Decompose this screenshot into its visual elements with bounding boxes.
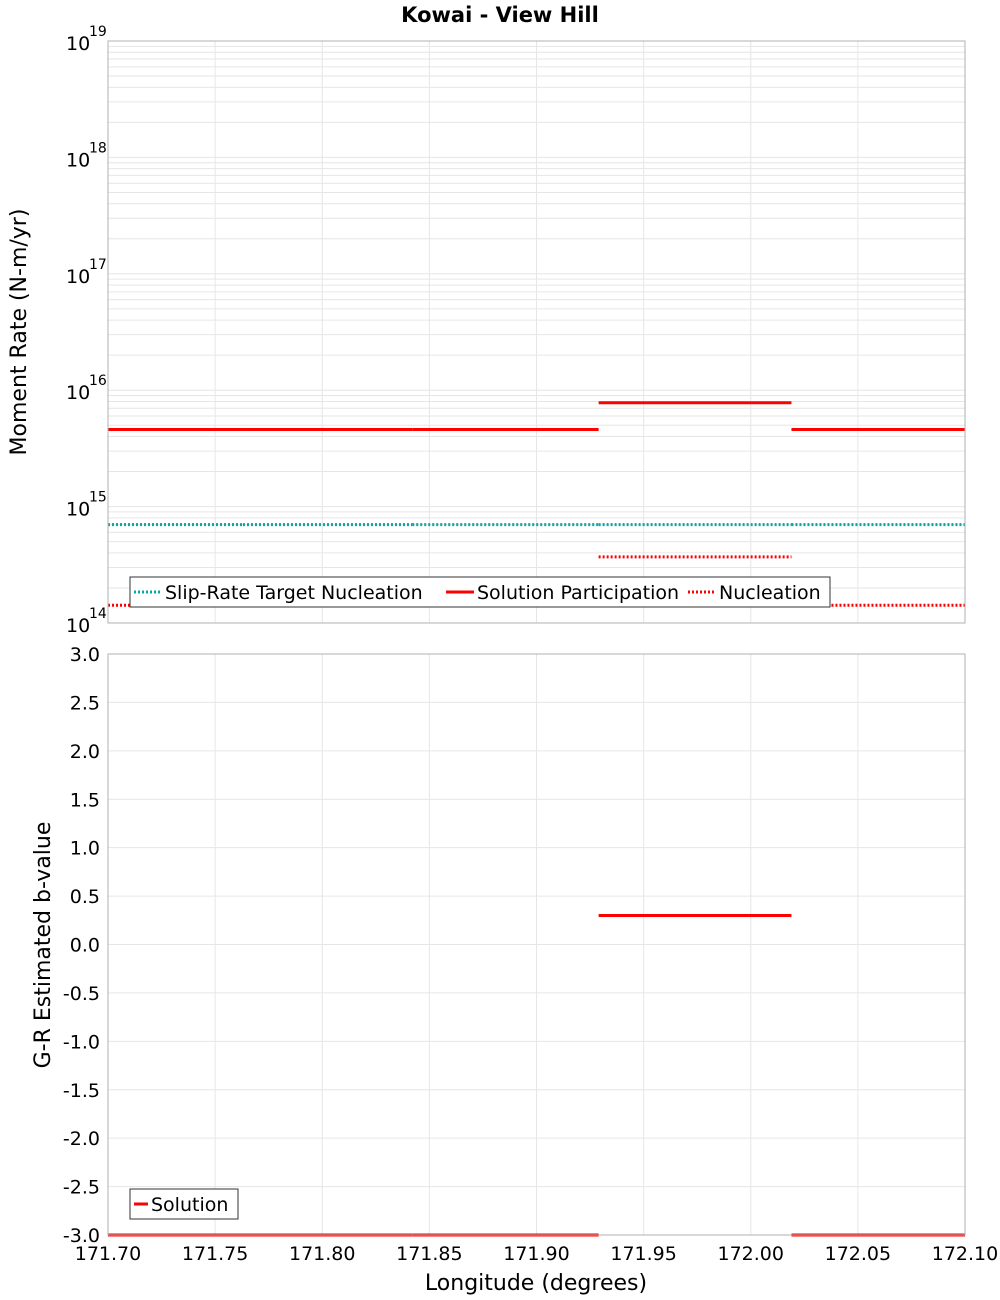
bottom-legend: Solution [129,1188,239,1220]
bottom-y-tick-label: 0.5 [70,886,100,908]
svg-text:Nucleation: Nucleation [719,582,821,604]
legend-item: Solution [134,1194,228,1216]
svg-text:10: 10 [66,615,90,637]
bottom-y-tick-label: 2.5 [70,692,100,714]
svg-text:15: 15 [89,490,107,506]
legend-item: Slip-Rate Target Nucleation [134,582,423,604]
top-grid [107,41,966,624]
bottom-y-tick-label: -1.5 [63,1080,100,1102]
top-y-axis-label: Moment Rate (N-m/yr) [7,209,32,456]
x-tick-label: 171.95 [610,1243,676,1265]
bottom-y-ticks: 3.0 2.5 2.0 1.5 1.0 0.5 0.0 -0.5 -1.0 -1.5 -2.0 -2.… [63,644,100,1247]
bottom-y-tick-label: -3.0 [63,1225,100,1247]
svg-text:14: 14 [89,606,107,622]
bottom-y-axis-label: G-R Estimated b-value [31,822,56,1069]
svg-text:19: 19 [89,24,107,40]
x-tick-label: 171.75 [182,1243,248,1265]
svg-text:16: 16 [89,373,107,389]
bottom-y-tick-label: 3.0 [70,644,100,666]
x-tick-label: 171.85 [396,1243,462,1265]
legend-item: Solution Participation [446,582,679,604]
svg-text:10: 10 [66,499,90,521]
x-tick-label: 172.00 [718,1243,784,1265]
svg-text:Solution: Solution [151,1194,228,1216]
bottom-x-ticks: 171.70 171.75 171.80 171.85 171.90 171.95 172.… [75,1243,998,1265]
chart-title: Kowai - View Hill [401,3,599,27]
x-tick-label: 171.90 [503,1243,569,1265]
x-tick-label: 172.10 [932,1243,998,1265]
svg-text:10: 10 [66,382,90,404]
svg-text:10: 10 [66,149,90,171]
bottom-y-tick-label: -0.5 [63,983,100,1005]
x-axis-label: Longitude (degrees) [425,1271,647,1296]
bottom-y-tick-label: -2.0 [63,1128,100,1150]
legend-item: Nucleation [688,582,821,604]
x-tick-label: 171.70 [75,1243,141,1265]
svg-text:10: 10 [66,33,90,55]
b-value-panel: 3.0 2.5 2.0 1.5 1.0 0.5 0.0 -0.5 -1.0 -1.5 -2.0 -2.… [31,644,998,1296]
bottom-y-tick-label: -2.5 [63,1177,100,1199]
top-legend: Slip-Rate Target Nucleation Solution Part… [129,576,831,608]
svg-text:Slip-Rate Target Nucleation: Slip-Rate Target Nucleation [165,582,423,604]
svg-text:17: 17 [89,257,107,273]
bottom-y-tick-label: 1.5 [70,789,100,811]
x-tick-label: 172.05 [825,1243,891,1265]
bottom-plot-frame [107,653,966,1236]
bottom-y-tick-label: -1.0 [63,1031,100,1053]
svg-text:18: 18 [89,140,107,156]
bottom-y-tick-label: 2.0 [70,741,100,763]
bottom-y-tick-label: 0.0 [70,935,100,957]
top-plot-frame [107,40,966,624]
svg-text:Solution Participation: Solution Participation [477,582,679,604]
svg-text:10: 10 [66,266,90,288]
x-tick-label: 171.80 [289,1243,355,1265]
bottom-y-tick-label: 1.0 [70,838,100,860]
